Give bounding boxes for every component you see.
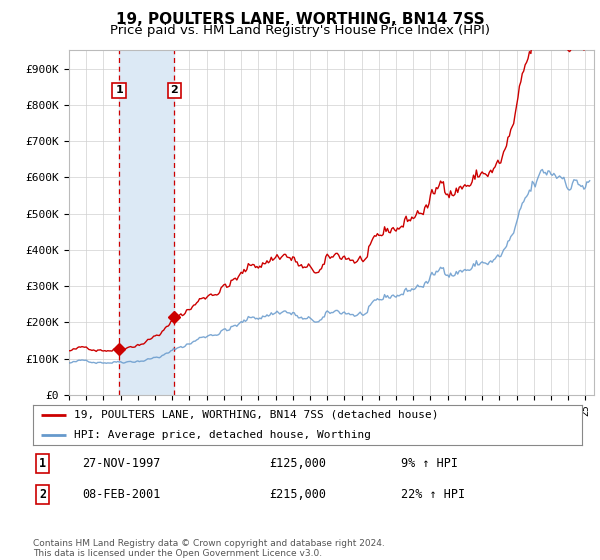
Text: 19, POULTERS LANE, WORTHING, BN14 7SS (detached house): 19, POULTERS LANE, WORTHING, BN14 7SS (d…	[74, 410, 439, 420]
Text: HPI: Average price, detached house, Worthing: HPI: Average price, detached house, Wort…	[74, 430, 371, 440]
Text: £125,000: £125,000	[269, 457, 326, 470]
Text: 27-NOV-1997: 27-NOV-1997	[82, 457, 161, 470]
Text: 2: 2	[170, 85, 178, 95]
Text: 1: 1	[40, 457, 46, 470]
Text: Contains HM Land Registry data © Crown copyright and database right 2024.
This d: Contains HM Land Registry data © Crown c…	[33, 539, 385, 558]
Bar	[119, 50, 175, 395]
Text: 1: 1	[115, 85, 123, 95]
Text: 2: 2	[40, 488, 46, 501]
Text: 19, POULTERS LANE, WORTHING, BN14 7SS: 19, POULTERS LANE, WORTHING, BN14 7SS	[116, 12, 484, 27]
Text: Price paid vs. HM Land Registry's House Price Index (HPI): Price paid vs. HM Land Registry's House …	[110, 24, 490, 37]
Text: £215,000: £215,000	[269, 488, 326, 501]
Text: 9% ↑ HPI: 9% ↑ HPI	[401, 457, 458, 470]
Text: 22% ↑ HPI: 22% ↑ HPI	[401, 488, 465, 501]
Text: 08-FEB-2001: 08-FEB-2001	[82, 488, 161, 501]
